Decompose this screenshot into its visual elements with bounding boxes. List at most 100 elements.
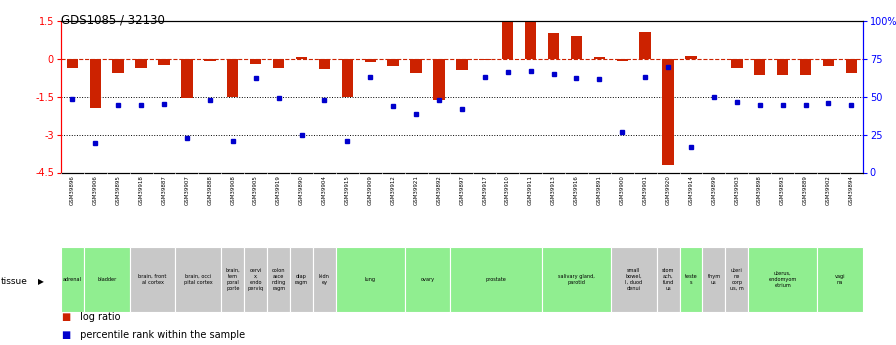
Text: GSM39921: GSM39921 [414,175,418,205]
Bar [547,33,559,59]
FancyBboxPatch shape [542,247,611,312]
Text: GSM39907: GSM39907 [185,175,189,205]
Text: GSM39914: GSM39914 [688,175,694,205]
Text: percentile rank within the sample: percentile rank within the sample [77,330,246,339]
Text: GSM39916: GSM39916 [574,175,579,205]
Text: GSM39901: GSM39901 [642,175,648,205]
Text: GSM39918: GSM39918 [139,175,143,205]
Text: GSM39917: GSM39917 [482,175,487,205]
Text: GSM39895: GSM39895 [116,175,121,205]
Bar [90,59,101,108]
FancyBboxPatch shape [702,247,726,312]
Text: prostate: prostate [486,277,507,282]
Text: GSM39920: GSM39920 [666,175,670,205]
FancyBboxPatch shape [611,247,657,312]
Text: GSM39919: GSM39919 [276,175,281,205]
Text: GSM39904: GSM39904 [322,175,327,205]
Bar [846,59,857,72]
Text: GSM39910: GSM39910 [505,175,510,205]
Text: log ratio: log ratio [77,312,121,322]
Bar [731,59,743,68]
Text: uteri
ne
corp
us, m: uteri ne corp us, m [730,268,744,290]
Text: adrenal: adrenal [63,277,82,282]
Bar [662,59,674,165]
Text: GSM39893: GSM39893 [780,175,785,205]
Text: GSM39915: GSM39915 [345,175,349,205]
Text: salivary gland,
parotid: salivary gland, parotid [558,274,595,285]
Bar [341,59,353,97]
FancyBboxPatch shape [176,247,221,312]
Text: GSM39896: GSM39896 [70,175,75,205]
Bar [410,59,422,72]
Text: GSM39889: GSM39889 [803,175,808,205]
Bar [479,59,490,60]
Text: GSM39888: GSM39888 [207,175,212,205]
Bar [387,59,399,66]
Text: GSM39898: GSM39898 [757,175,762,205]
Text: teste
s: teste s [685,274,697,285]
Bar [135,59,147,68]
Text: diap
ragm: diap ragm [295,274,308,285]
Text: GSM39905: GSM39905 [254,175,258,205]
Bar [571,36,582,59]
Text: ■: ■ [61,312,70,322]
Text: vagi
na: vagi na [834,274,845,285]
Bar [365,59,376,62]
Text: brain, front
al cortex: brain, front al cortex [138,274,167,285]
Bar [434,59,444,100]
Bar [250,59,262,64]
Text: colon
asce
nding
ragm: colon asce nding ragm [271,268,286,290]
Text: kidn
ey: kidn ey [319,274,330,285]
Text: GSM39903: GSM39903 [735,175,739,205]
Bar [319,59,330,69]
Text: stom
ach,
fund
us: stom ach, fund us [662,268,675,290]
Text: GSM39892: GSM39892 [436,175,442,205]
Bar [113,59,124,72]
Bar [640,32,650,59]
Text: GSM39891: GSM39891 [597,175,602,205]
Text: bladder: bladder [97,277,116,282]
Text: brain,
tem
poral
porte: brain, tem poral porte [226,268,240,290]
FancyBboxPatch shape [748,247,817,312]
Bar [227,59,238,97]
Text: tissue: tissue [1,277,28,286]
Bar [685,56,697,59]
Text: GSM39894: GSM39894 [849,175,854,205]
Bar [66,59,78,68]
Bar [456,59,468,70]
Text: GDS1085 / 32130: GDS1085 / 32130 [61,14,165,27]
Text: ovary: ovary [420,277,435,282]
Text: GSM39890: GSM39890 [299,175,304,205]
FancyBboxPatch shape [61,247,84,312]
Bar [823,59,834,66]
Bar [159,59,169,65]
Text: GSM39906: GSM39906 [93,175,98,205]
Bar [296,57,307,59]
Text: GSM39912: GSM39912 [391,175,396,205]
FancyBboxPatch shape [313,247,336,312]
Bar [204,59,216,61]
Text: GSM39909: GSM39909 [367,175,373,205]
Bar [502,21,513,59]
FancyBboxPatch shape [245,247,267,312]
Bar [525,20,537,59]
Text: ▶: ▶ [38,277,44,286]
FancyBboxPatch shape [657,247,679,312]
Bar [273,59,284,68]
Text: ■: ■ [61,330,70,339]
Text: brain, occi
pital cortex: brain, occi pital cortex [184,274,212,285]
FancyBboxPatch shape [726,247,748,312]
Text: GSM39900: GSM39900 [620,175,625,205]
FancyBboxPatch shape [405,247,451,312]
Text: small
bowel,
I, duod
denui: small bowel, I, duod denui [625,268,642,290]
Text: uterus,
endomyom
etrium: uterus, endomyom etrium [769,271,797,288]
Text: GSM39911: GSM39911 [528,175,533,205]
Bar [594,57,605,59]
Text: GSM39913: GSM39913 [551,175,556,205]
Text: GSM39908: GSM39908 [230,175,236,205]
Bar [754,59,765,75]
Text: GSM39897: GSM39897 [460,175,464,205]
Bar [616,59,628,61]
FancyBboxPatch shape [451,247,542,312]
Bar [777,59,788,75]
